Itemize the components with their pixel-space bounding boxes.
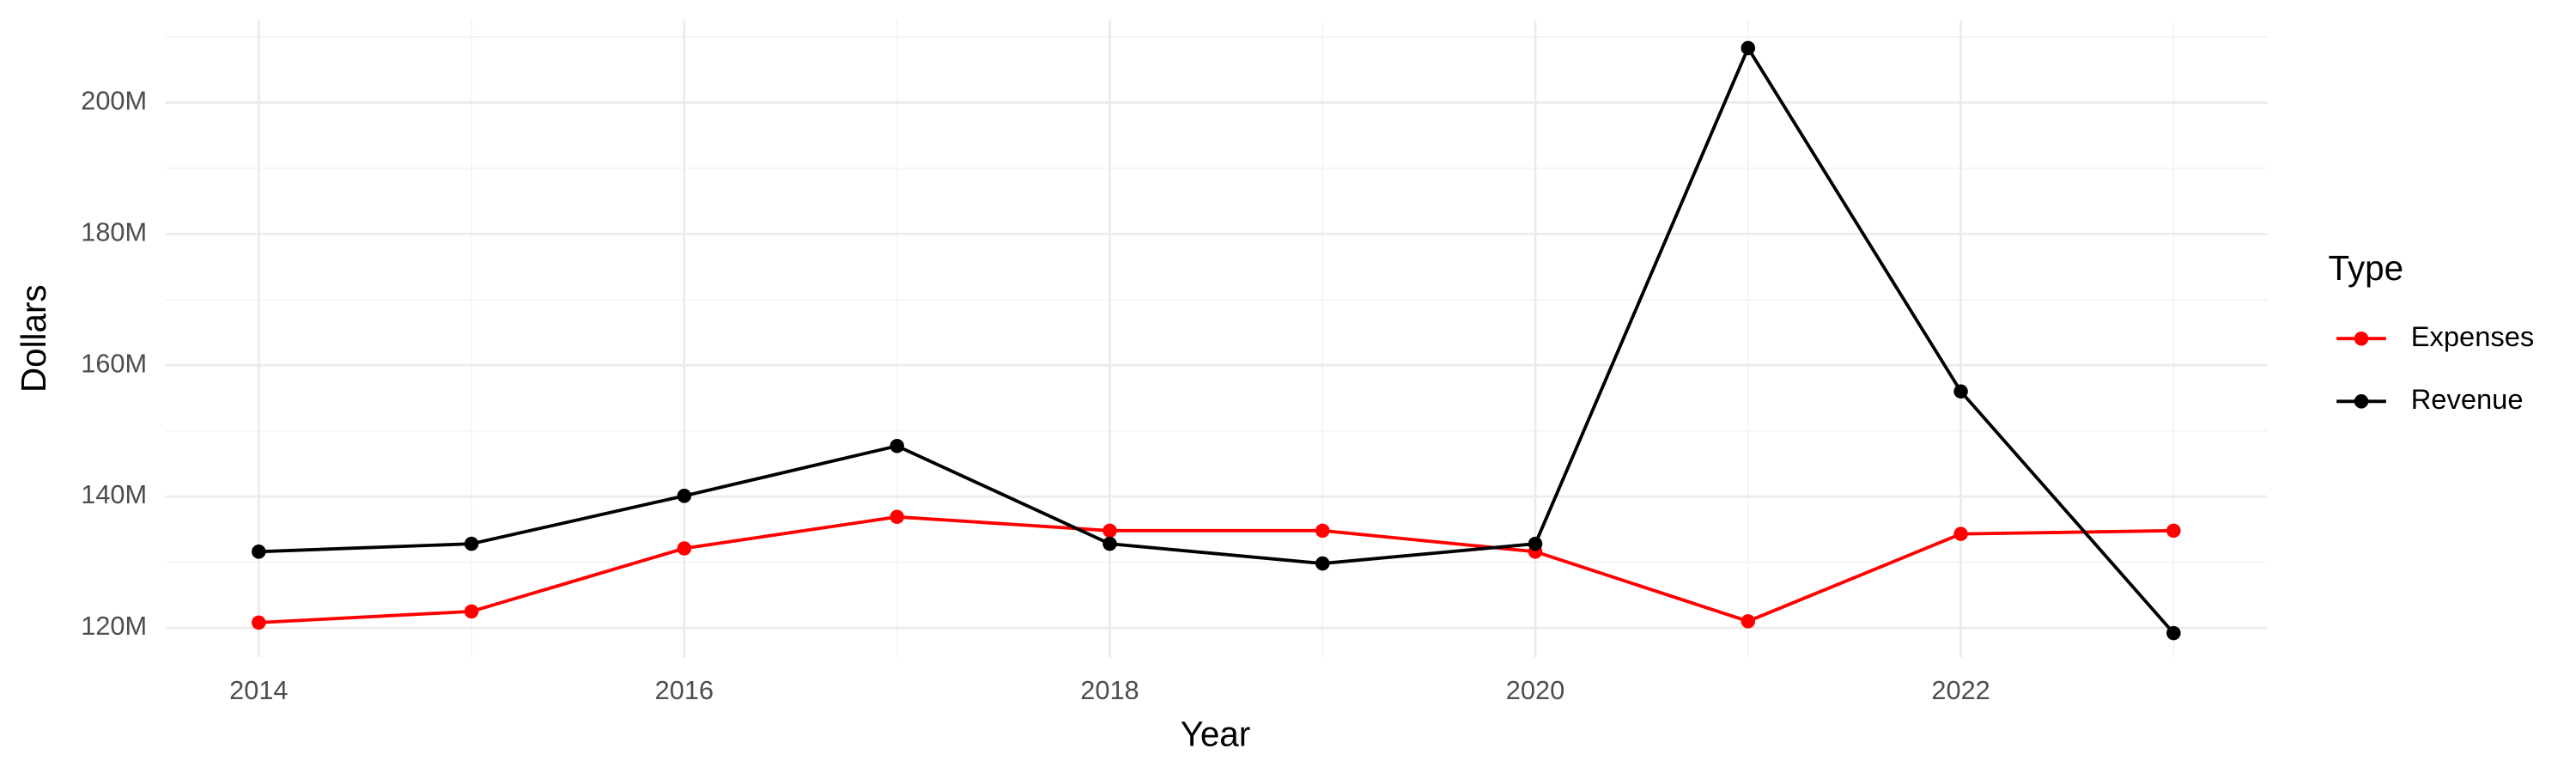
legend-key-point bbox=[2354, 331, 2369, 346]
data-point bbox=[464, 536, 479, 551]
y-tick-label: 160M bbox=[81, 348, 147, 378]
data-point bbox=[677, 489, 692, 503]
data-point bbox=[1953, 384, 1968, 399]
data-point bbox=[677, 541, 692, 556]
legend-key-point bbox=[2354, 394, 2369, 409]
grid bbox=[165, 20, 2268, 658]
x-tick-label: 2022 bbox=[1931, 675, 1990, 705]
data-point bbox=[252, 545, 266, 559]
plot-area bbox=[252, 40, 2181, 641]
data-point bbox=[1528, 536, 1543, 551]
data-point bbox=[1315, 523, 1330, 539]
data-point bbox=[890, 509, 904, 525]
data-point bbox=[1103, 536, 1117, 551]
data-point bbox=[1741, 40, 1756, 56]
x-tick-label: 2016 bbox=[655, 675, 714, 705]
data-point bbox=[1741, 614, 1756, 629]
series-line bbox=[258, 514, 2174, 624]
y-tick-label: 140M bbox=[81, 479, 147, 509]
y-tick-label: 120M bbox=[81, 611, 147, 641]
x-tick-label: 2018 bbox=[1080, 675, 1139, 705]
x-tick-label: 2020 bbox=[1506, 675, 1564, 705]
data-point bbox=[2166, 625, 2181, 641]
data-point bbox=[890, 438, 904, 453]
series-line bbox=[258, 44, 2175, 635]
data-point bbox=[1953, 526, 1968, 541]
y-axis-title: Dollars bbox=[14, 284, 53, 393]
legend-label: Revenue bbox=[2411, 383, 2524, 415]
data-point bbox=[1103, 523, 1117, 539]
legend-title: Type bbox=[2329, 248, 2404, 288]
legend: Expenses Revenue bbox=[2336, 320, 2534, 415]
x-axis-title: Year bbox=[1181, 714, 1251, 753]
data-point bbox=[252, 615, 266, 630]
y-tick-label: 180M bbox=[81, 216, 147, 247]
x-tick-label: 2014 bbox=[229, 675, 288, 705]
legend-label: Expenses bbox=[2411, 320, 2535, 352]
y-tick-label: 200M bbox=[81, 86, 147, 116]
data-point bbox=[464, 604, 479, 619]
data-point bbox=[1315, 556, 1330, 571]
data-point bbox=[2166, 523, 2181, 539]
